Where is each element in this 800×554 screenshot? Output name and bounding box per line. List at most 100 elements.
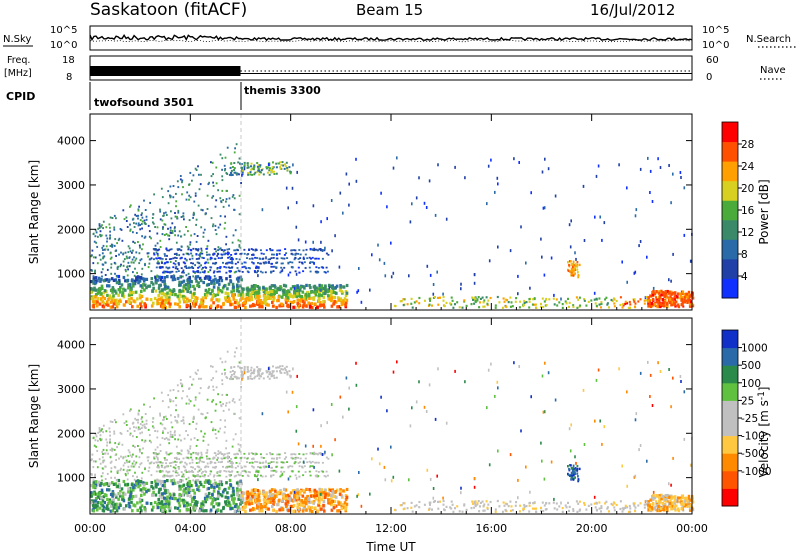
velocity-cell (292, 503, 296, 508)
velocity-cell (330, 490, 334, 494)
freq-trace (90, 66, 692, 76)
power-cell (97, 235, 99, 238)
power-cell (159, 267, 162, 269)
velocity-cell (239, 488, 242, 492)
velocity-cell (231, 486, 235, 490)
power-cell (281, 262, 284, 265)
power-cell (597, 164, 600, 168)
power-cell (172, 266, 175, 269)
power-cell (196, 283, 199, 287)
power-cell (490, 158, 492, 162)
power-cell (186, 304, 190, 308)
velocity-cell (267, 367, 270, 371)
velocity-cell (268, 489, 272, 493)
power-cell (257, 298, 260, 302)
power-cell (168, 288, 172, 292)
velocity-cell (166, 490, 170, 494)
power-cell (339, 191, 342, 195)
velocity-cell (335, 495, 338, 499)
velocity-cell (235, 462, 238, 464)
power-cell (168, 249, 170, 252)
velocity-cell (140, 509, 143, 513)
power-cell (327, 294, 330, 298)
velocity-cell (275, 370, 278, 373)
velocity-cell (159, 414, 162, 417)
power-cell (133, 282, 137, 286)
power-cell (175, 265, 178, 268)
power-cell (415, 196, 418, 200)
power-cell (271, 167, 274, 170)
velocity-cell (215, 484, 219, 488)
power-cell (163, 292, 166, 296)
velocity-cell (241, 470, 244, 473)
velocity-cell (132, 488, 135, 492)
power-cell (267, 166, 270, 169)
power-cell (93, 281, 97, 285)
velocity-cell (503, 504, 506, 507)
velocity-cell (106, 488, 109, 492)
velocity-cell (463, 503, 466, 506)
velocity-cell (212, 466, 215, 469)
power-cell (271, 262, 273, 265)
power-cell (124, 251, 127, 254)
power-cell (257, 168, 260, 170)
power-cell (161, 266, 164, 268)
velocity-cell (133, 430, 136, 432)
power-cell (571, 270, 573, 273)
velocity-cell (317, 475, 320, 477)
velocity-cell (90, 473, 93, 475)
velocity-cell (330, 497, 333, 501)
velocity-cell (339, 488, 342, 492)
power-cell (127, 251, 130, 254)
power-cell (647, 304, 650, 308)
velocity-cell (161, 466, 163, 468)
velocity-cell (215, 403, 218, 406)
power-cell (234, 147, 236, 150)
power-cell (296, 284, 299, 288)
velocity-cell (190, 438, 192, 441)
power-cell (138, 205, 140, 208)
power-cell (473, 296, 476, 299)
power-cell (428, 297, 431, 300)
velocity-cell (141, 416, 143, 419)
velocity-cell (256, 504, 260, 509)
velocity-cell (340, 505, 344, 509)
power-cell (587, 300, 590, 303)
power-cell (574, 272, 576, 275)
velocity-cell (217, 453, 220, 455)
power-cell (90, 290, 93, 294)
velocity-cell (153, 462, 155, 465)
power-cell (201, 252, 204, 255)
power-cell (144, 209, 147, 211)
power-cell (648, 300, 651, 304)
velocity-cell (256, 474, 259, 476)
power-cell (195, 240, 198, 243)
power-cell (239, 240, 242, 243)
velocity-cell (163, 474, 166, 477)
velocity-cell (619, 500, 622, 503)
power-cell (371, 253, 373, 257)
power-cell (222, 261, 224, 264)
velocity-cell (253, 377, 256, 380)
velocity-cell (255, 470, 258, 473)
velocity-cell (197, 453, 200, 456)
power-cell (174, 256, 177, 259)
velocity-cell (314, 452, 317, 455)
velocity-cell (310, 509, 314, 514)
power-cell (482, 301, 485, 304)
power-cell (237, 293, 240, 297)
freq-left-tick-top: 18 (62, 55, 75, 66)
power-cell (528, 306, 531, 309)
velocity-cell (425, 410, 428, 413)
power-cell (166, 286, 170, 290)
velocity-cell (192, 474, 195, 477)
velocity-cell (144, 427, 147, 429)
power-cell (161, 299, 165, 303)
velocity-cell (678, 501, 681, 504)
power-cell (118, 290, 122, 294)
velocity-cell (597, 368, 600, 372)
velocity-cell (181, 493, 185, 497)
power-cell (280, 302, 284, 306)
power-cell (265, 262, 268, 264)
velocity-cell (209, 462, 212, 465)
